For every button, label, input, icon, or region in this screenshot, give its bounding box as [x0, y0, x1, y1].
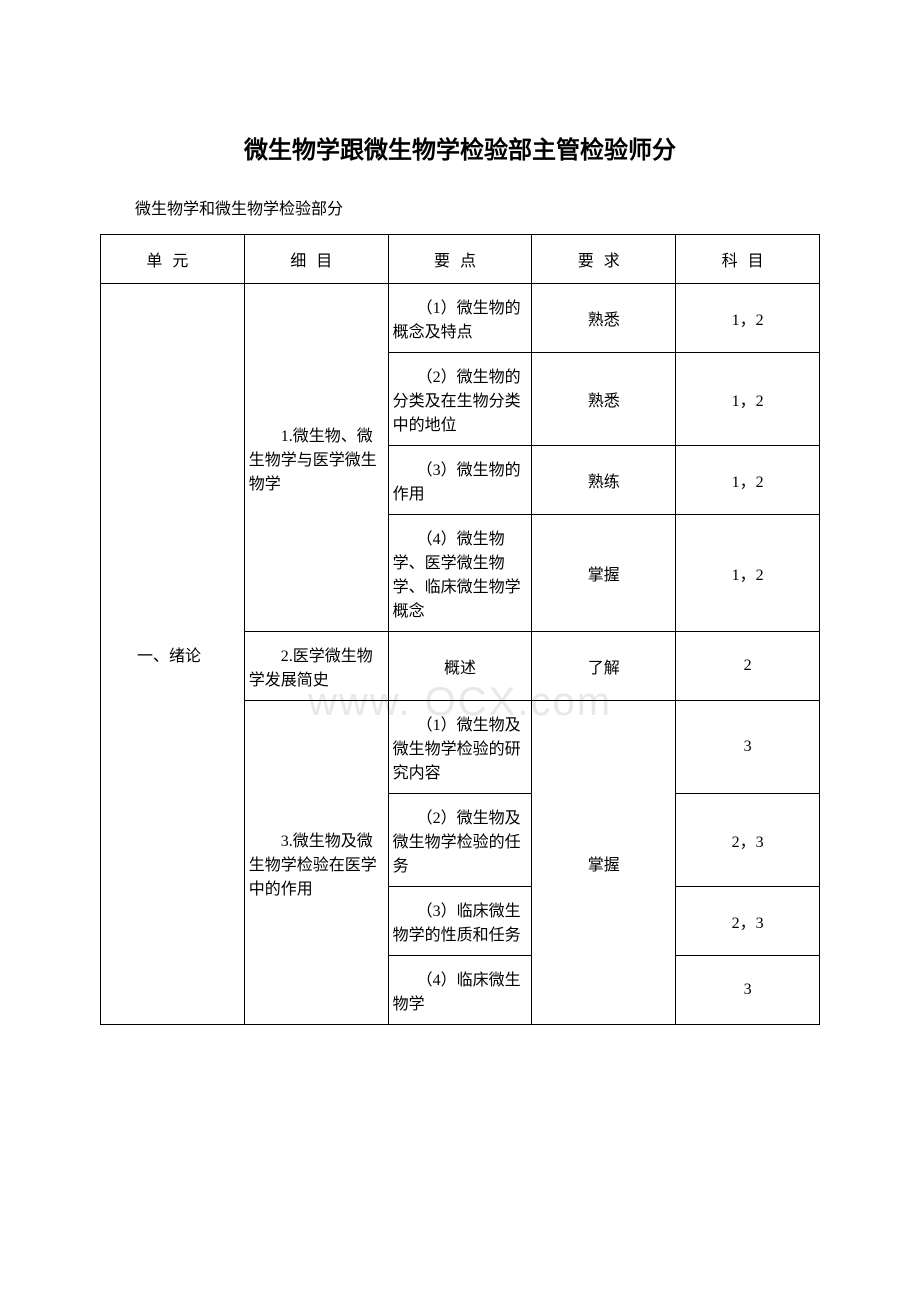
subject-cell: 1，2	[676, 284, 820, 353]
requirement-cell: 掌握	[532, 515, 676, 632]
requirement-cell: 掌握	[532, 701, 676, 1025]
table-row: 一、绪论 1.微生物、微生物学与医学微生物学 （1）微生物的概念及特点 熟悉 1…	[101, 284, 820, 353]
point-cell: 概述	[388, 632, 532, 701]
point-cell: （2）微生物及微生物学检验的任务	[388, 794, 532, 887]
requirement-cell: 了解	[532, 632, 676, 701]
header-requirement: 要求	[532, 235, 676, 284]
subject-cell: 3	[676, 701, 820, 794]
requirement-cell: 熟悉	[532, 284, 676, 353]
subject-cell: 3	[676, 956, 820, 1025]
page-title: 微生物学跟微生物学检验部主管检验师分	[100, 130, 820, 165]
point-cell: （3）临床微生物学的性质和任务	[388, 887, 532, 956]
section-cell: 2.医学微生物学发展简史	[244, 632, 388, 701]
subtitle-text: 微生物学和微生物学检验部分	[135, 195, 820, 219]
unit-cell: 一、绪论	[101, 284, 245, 1025]
point-cell: （4）临床微生物学	[388, 956, 532, 1025]
header-unit: 单元	[101, 235, 245, 284]
requirement-cell: 熟练	[532, 446, 676, 515]
point-cell: （1）微生物及微生物学检验的研究内容	[388, 701, 532, 794]
subject-cell: 2，3	[676, 887, 820, 956]
point-cell: （2）微生物的分类及在生物分类中的地位	[388, 353, 532, 446]
point-cell: （1）微生物的概念及特点	[388, 284, 532, 353]
subject-cell: 2	[676, 632, 820, 701]
section-cell: 3.微生物及微生物学检验在医学中的作用	[244, 701, 388, 1025]
syllabus-table: 单元 细目 要点 要求 科目 一、绪论 1.微生物、微生物学与医学微生物学 （1…	[100, 234, 820, 1025]
subject-cell: 2，3	[676, 794, 820, 887]
header-subject: 科目	[676, 235, 820, 284]
subject-cell: 1，2	[676, 515, 820, 632]
table-header-row: 单元 细目 要点 要求 科目	[101, 235, 820, 284]
point-cell: （4）微生物学、医学微生物学、临床微生物学概念	[388, 515, 532, 632]
point-cell: （3）微生物的作用	[388, 446, 532, 515]
header-point: 要点	[388, 235, 532, 284]
subject-cell: 1，2	[676, 353, 820, 446]
subject-cell: 1，2	[676, 446, 820, 515]
section-cell: 1.微生物、微生物学与医学微生物学	[244, 284, 388, 632]
header-section: 细目	[244, 235, 388, 284]
requirement-cell: 熟悉	[532, 353, 676, 446]
